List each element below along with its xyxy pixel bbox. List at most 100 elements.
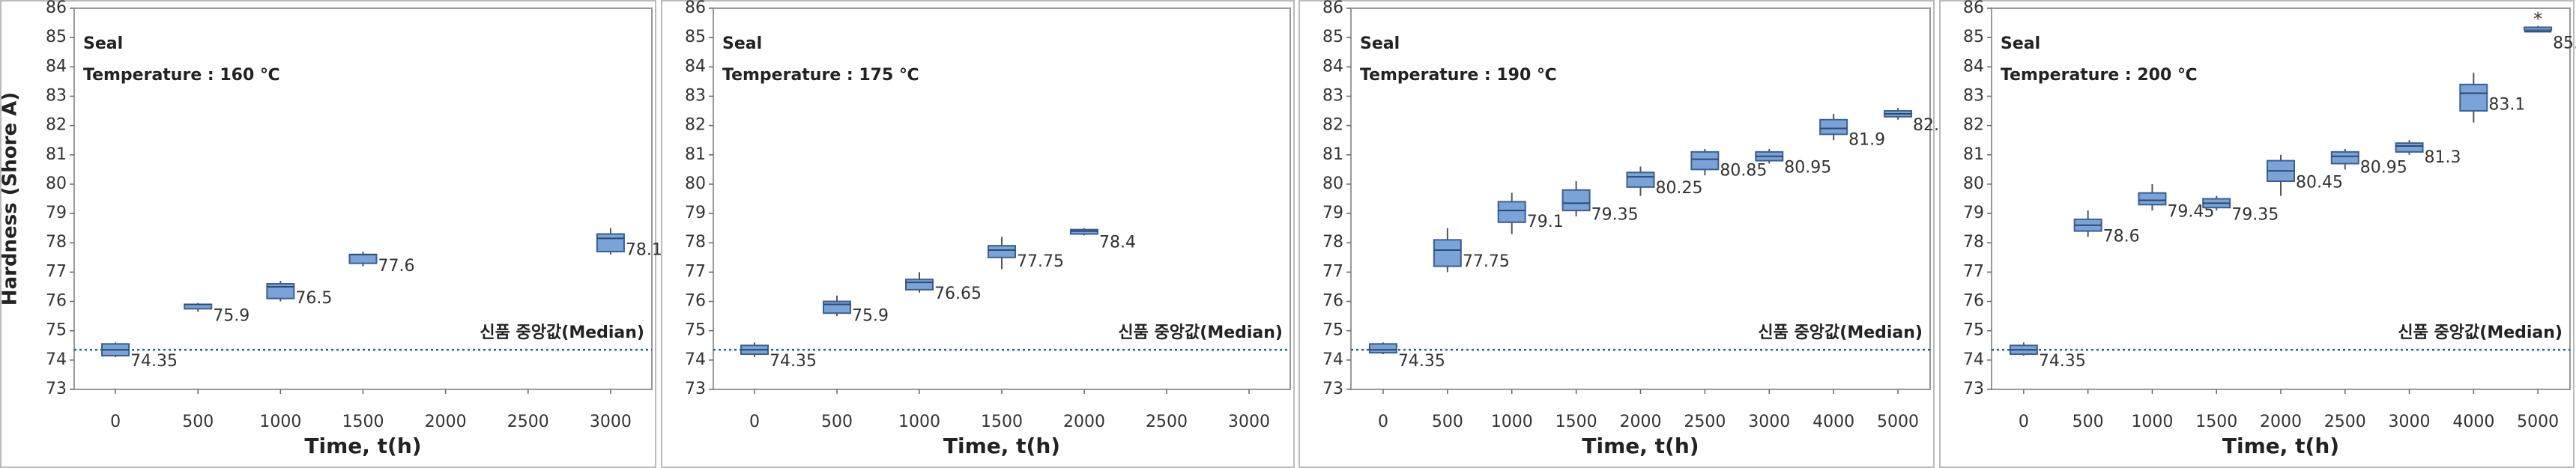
y-tick-label: 83 <box>46 86 67 105</box>
box <box>2524 26 2553 31</box>
y-tick-label: 81 <box>46 145 67 164</box>
box <box>823 300 851 314</box>
x-axis-title: Time, t(h) <box>1582 434 1699 458</box>
x-tick-label: 2500 <box>507 413 549 431</box>
x-tick-label: 0 <box>1378 413 1388 431</box>
value-label: 80.95 <box>1784 159 1831 177</box>
y-tick-label: 77 <box>685 262 706 281</box>
x-tick-label: 2500 <box>2324 413 2366 431</box>
y-tick-label: 85 <box>46 28 67 46</box>
x-tick-label: 5000 <box>1877 413 1919 431</box>
x-tick-label: 3000 <box>1748 413 1790 431</box>
value-label: 85.2 <box>2553 34 2576 52</box>
y-tick-label: 80 <box>685 174 706 193</box>
y-tick-label: 75 <box>685 321 706 340</box>
y-tick-label: 86 <box>46 0 67 17</box>
annotation-title: Seal <box>722 34 762 53</box>
x-tick-label: 1500 <box>981 413 1023 431</box>
box <box>988 245 1016 258</box>
annotation-title: Seal <box>83 34 123 53</box>
value-label: 77.75 <box>1017 252 1064 271</box>
y-tick-label: 75 <box>1322 321 1343 340</box>
value-label: 78.6 <box>2103 228 2140 246</box>
y-tick-label: 75 <box>46 321 67 340</box>
plot-frame <box>1991 7 2571 390</box>
x-tick-label: 4000 <box>2452 413 2494 431</box>
value-label: 80.85 <box>1720 162 1767 180</box>
reference-label: 신품 중앙값(Median) <box>1118 323 1283 342</box>
annotation-subtitle: Temperature : 200 ℃ <box>2001 66 2198 85</box>
value-label: 83.1 <box>2488 96 2525 115</box>
y-tick-label: 86 <box>1963 0 1984 17</box>
value-label: 80.95 <box>2360 159 2407 177</box>
x-tick-label: 3000 <box>1228 413 1270 431</box>
y-tick-label: 85 <box>1322 28 1343 46</box>
x-tick-label: 0 <box>110 413 121 431</box>
x-tick-label: 2500 <box>1684 413 1726 431</box>
y-tick-label: 78 <box>1322 233 1343 252</box>
box <box>905 279 934 291</box>
y-tick-label: 82 <box>685 116 706 135</box>
y-tick-label: 78 <box>685 233 706 252</box>
y-tick-label: 81 <box>685 145 706 164</box>
y-tick-label: 74 <box>1322 350 1343 369</box>
value-label: 81.9 <box>1848 131 1885 150</box>
x-tick-label: 1000 <box>259 413 301 431</box>
x-tick-label: 500 <box>2072 413 2104 431</box>
y-tick-label: 77 <box>1322 262 1343 281</box>
y-tick-label: 83 <box>1322 86 1343 105</box>
annotation-title: Seal <box>2001 34 2040 53</box>
box <box>2395 142 2424 153</box>
y-tick-label: 82 <box>46 116 67 135</box>
plot-frame <box>73 7 653 390</box>
y-tick-label: 82 <box>1963 116 1984 135</box>
y-tick-label: 85 <box>1963 28 1984 46</box>
value-label: 75.9 <box>852 306 889 325</box>
y-tick-label: 83 <box>685 86 706 105</box>
reference-label: 신품 중앙값(Median) <box>480 323 644 342</box>
y-tick-label: 82 <box>1322 116 1343 135</box>
x-tick-label: 2000 <box>1620 413 1662 431</box>
y-tick-label: 84 <box>1963 57 1984 76</box>
y-tick-label: 73 <box>685 380 706 398</box>
x-axis-title: Time, t(h) <box>943 434 1060 458</box>
x-tick-label: 0 <box>2019 413 2029 431</box>
value-label: 79.1 <box>1527 213 1564 231</box>
box <box>1690 151 1720 171</box>
y-tick-label: 85 <box>685 28 706 46</box>
box <box>596 233 625 252</box>
x-tick-label: 2000 <box>1063 413 1105 431</box>
y-tick-label: 75 <box>1963 321 1984 340</box>
box <box>2138 192 2167 206</box>
y-tick-label: 76 <box>685 292 706 311</box>
value-label: 77.75 <box>1463 252 1510 271</box>
y-tick-label: 73 <box>46 380 67 398</box>
y-tick-label: 76 <box>46 292 67 311</box>
y-tick-label: 79 <box>1322 204 1343 222</box>
y-tick-label: 77 <box>1963 262 1984 281</box>
box <box>1433 239 1462 267</box>
y-tick-label: 86 <box>685 0 706 17</box>
value-label: 74.35 <box>770 352 817 371</box>
box <box>1368 343 1397 354</box>
y-tick-label: 84 <box>46 57 67 76</box>
x-tick-label: 1500 <box>2195 413 2237 431</box>
x-tick-label: 3000 <box>590 413 632 431</box>
y-tick-label: 84 <box>685 57 706 76</box>
y-tick-label: 79 <box>685 204 706 222</box>
x-tick-label: 500 <box>182 413 214 431</box>
box <box>348 253 378 264</box>
x-tick-label: 3000 <box>2389 413 2431 431</box>
y-tick-label: 84 <box>1322 57 1343 76</box>
box <box>1561 189 1591 212</box>
value-label: 74.35 <box>1398 352 1445 371</box>
value-label: 75.9 <box>213 306 250 325</box>
y-tick-label: 83 <box>1963 86 1984 105</box>
box <box>2330 151 2359 165</box>
x-tick-label: 2500 <box>1146 413 1188 431</box>
x-tick-label: 1500 <box>1555 413 1597 431</box>
value-label: 77.6 <box>378 257 415 276</box>
value-label: 76.5 <box>295 289 332 308</box>
annotation-subtitle: Temperature : 160 ℃ <box>83 66 280 85</box>
annotation-subtitle: Temperature : 190 ℃ <box>1360 66 1557 85</box>
